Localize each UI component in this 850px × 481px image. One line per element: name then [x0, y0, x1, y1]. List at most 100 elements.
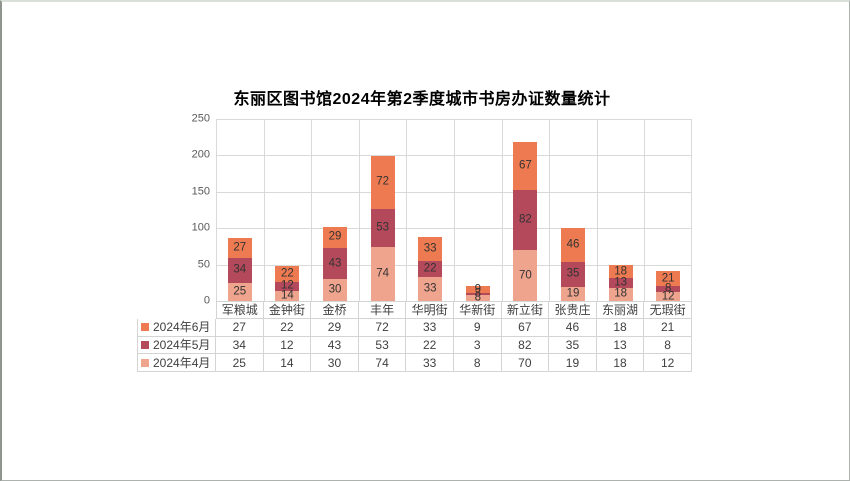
gridline-vertical [501, 119, 503, 301]
bar-segment-may: 53 [370, 208, 395, 248]
bar-segment-jun: 29 [323, 226, 347, 248]
table-cell-jun-9: 21 [644, 319, 692, 337]
bar-segment-apr: 33 [418, 276, 443, 301]
table-cell-may-8: 13 [596, 336, 645, 355]
table-cell-may-9: 8 [644, 336, 692, 355]
table-cell-may-4: 22 [406, 336, 454, 355]
bar-segment-may: 8 [656, 283, 681, 294]
bar-value-label: 33 [423, 282, 437, 295]
bar-segment-jun: 67 [513, 141, 538, 191]
bar-segment-apr: 12 [656, 290, 681, 301]
data-table: 军粮城 金钟街 金桥 丰年 华明街 华新街 新立街 张贵庄 东丽湖 无瑕街 2024年6月 27 22 2… [137, 301, 692, 373]
table-cell-may-3: 53 [358, 336, 407, 355]
table-cell-apr-8: 18 [596, 354, 645, 373]
category-header-8: 东丽湖 [596, 301, 645, 319]
gridline-vertical [644, 119, 646, 301]
y-axis-tick-label: 50 [197, 258, 210, 271]
table-cell-may-1: 12 [263, 336, 312, 355]
bar-segment-apr: 14 [275, 290, 300, 301]
bar-segment-apr: 19 [561, 287, 585, 301]
bar-value-label: 22 [423, 262, 437, 275]
bar-value-label: 82 [518, 213, 532, 226]
bar-value-label: 33 [423, 242, 437, 255]
bar-value-label: 30 [328, 283, 342, 296]
bar-segment-jun: 9 [465, 283, 490, 294]
bar-value-label: 14 [280, 289, 294, 302]
category-header-5: 华新街 [453, 301, 502, 319]
legend-label-apr: 2024年4月 [153, 355, 211, 370]
table-cell-may-7: 35 [549, 336, 597, 355]
table-cell-jun-6: 67 [501, 319, 550, 337]
bar-value-label: 27 [233, 241, 247, 254]
bar-segment-may: 22 [418, 260, 443, 277]
legend-swatch-apr [141, 358, 149, 367]
table-cell-apr-5: 8 [453, 354, 502, 373]
table-cell-jun-2: 29 [311, 319, 359, 337]
table-cell-jun-8: 18 [596, 319, 645, 337]
bar-segment-may: 34 [227, 258, 252, 283]
table-cell-jun-0: 27 [216, 319, 264, 337]
table-corner-cell [137, 301, 216, 319]
bar-value-label: 13 [614, 276, 627, 289]
bar-value-label: 53 [376, 221, 389, 234]
table-cell-jun-1: 22 [263, 319, 312, 337]
y-axis-tick-label: 250 [191, 112, 210, 125]
bar-segment-jun: 18 [608, 265, 633, 279]
category-header-4: 华明街 [406, 301, 454, 319]
bar-value-label: 3 [474, 287, 481, 300]
gridline-vertical [263, 119, 265, 301]
category-header-3: 丰年 [358, 301, 407, 319]
category-header-6: 新立街 [501, 301, 550, 319]
bar-value-label: 72 [376, 175, 389, 188]
bar-value-label: 74 [376, 267, 389, 280]
y-axis-tick-label: 0 [203, 294, 210, 307]
table-cell-apr-2: 30 [311, 354, 359, 373]
legend-label-jun: 2024年6月 [153, 320, 211, 335]
table-cell-jun-4: 33 [406, 319, 454, 337]
table-cell-may-5: 3 [453, 336, 502, 355]
table-cell-apr-1: 14 [263, 354, 312, 373]
bar-value-label: 35 [566, 267, 580, 280]
table-cell-apr-7: 19 [549, 354, 597, 373]
legend-label-may: 2024年5月 [153, 338, 211, 353]
bar-value-label: 9 [474, 282, 481, 295]
bar-segment-may: 3 [465, 288, 490, 299]
gridline-vertical [358, 119, 360, 301]
bar-segment-apr: 8 [465, 292, 490, 303]
category-header-1: 金钟街 [263, 301, 312, 319]
bar-value-label: 67 [518, 159, 532, 172]
table-cell-apr-0: 25 [216, 354, 264, 373]
bar-value-label: 70 [518, 268, 532, 281]
table-cell-may-2: 43 [311, 336, 359, 355]
bar-segment-jun: 21 [656, 271, 681, 287]
legend-item-apr: 2024年4月 [137, 354, 216, 373]
table-cell-apr-9: 12 [644, 354, 692, 373]
gridline-vertical [406, 119, 408, 301]
bar-segment-may: 13 [608, 277, 633, 288]
legend-item-jun: 2024年6月 [137, 319, 216, 337]
bar-value-label: 12 [280, 279, 294, 292]
bar-value-label: 21 [661, 272, 675, 285]
bar-segment-may: 35 [561, 261, 585, 288]
category-header-2: 金桥 [311, 301, 359, 319]
bar-value-label: 18 [614, 265, 627, 278]
table-cell-apr-3: 74 [358, 354, 407, 373]
category-header-9: 无瑕街 [644, 301, 692, 319]
bar-value-label: 8 [474, 291, 481, 304]
table-cell-jun-3: 72 [358, 319, 407, 337]
table-cell-may-6: 82 [501, 336, 550, 355]
bar-value-label: 12 [661, 289, 675, 302]
legend-swatch-jun [141, 323, 149, 332]
table-cell-jun-5: 9 [453, 319, 502, 337]
bar-value-label: 29 [328, 230, 342, 243]
bar-segment-apr: 70 [513, 250, 538, 301]
bar-segment-jun: 33 [418, 236, 443, 261]
bar-segment-may: 82 [513, 190, 538, 251]
category-header-7: 张贵庄 [549, 301, 597, 319]
bar-segment-jun: 22 [275, 266, 300, 283]
gridline-vertical [311, 119, 313, 301]
legend-swatch-may [141, 341, 149, 350]
plot-area: 25 34 27 14 12 22 30 43 29 74 53 72 33 22 33 8 3 9 70 82 67 1… [216, 119, 692, 303]
gridline-vertical [596, 119, 598, 301]
bar-segment-jun: 72 [370, 156, 395, 209]
